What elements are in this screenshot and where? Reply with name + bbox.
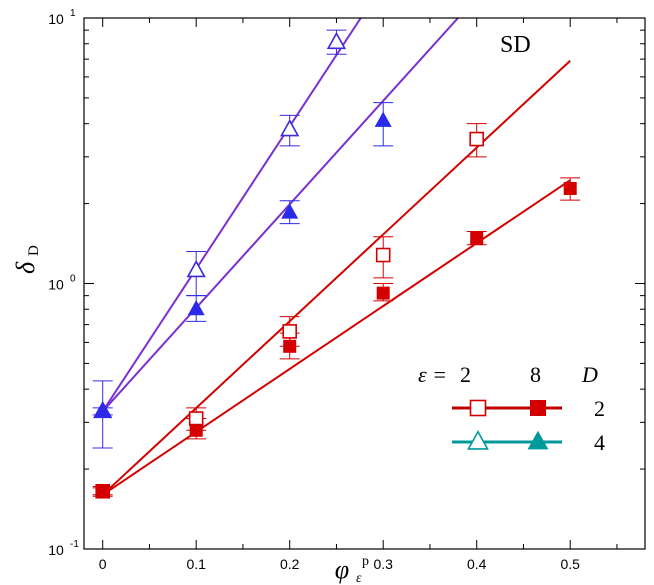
y-tick-label-base: 10: [48, 11, 64, 27]
fit-line-eps2-D4: [103, 18, 361, 411]
legend-marker-filled-D2: [531, 401, 546, 416]
error-bars: [93, 30, 581, 496]
legend-marker-open-D2: [471, 401, 486, 416]
legend-marker-open-D4: [468, 432, 487, 449]
y-axis-label-symbol: δ: [11, 261, 40, 274]
plot-frame: [84, 18, 645, 549]
fit-line-eps2-D2: [103, 61, 571, 495]
y-axis-label-subscript: D: [26, 245, 42, 256]
data-markers: [94, 33, 576, 497]
x-tick-label-4: 0.4: [467, 556, 487, 572]
axes: 0 0.1 0.2 0.3 0.4 0.5 10 -1 10 0 10 1: [48, 8, 645, 572]
marker-eps2-D2-3: [377, 249, 390, 262]
y-tick-label-exp: 0: [70, 274, 76, 285]
y-tick-label-2: 10 1: [48, 8, 76, 27]
marker-eps2-D4-1: [188, 262, 205, 277]
legend-epsilon-value-filled: 8: [530, 362, 541, 387]
x-axis-label-superscript: p: [362, 554, 369, 569]
x-axis-label-symbol: φ: [335, 555, 349, 584]
y-tick-label-exp: 1: [70, 8, 76, 19]
marker-eps8-D2-1: [190, 424, 202, 436]
marker-eps8-D4-3: [376, 113, 391, 127]
y-tick-label-exp: -1: [70, 539, 79, 550]
marker-eps8-D2-2: [284, 340, 296, 352]
marker-eps8-D2-5: [564, 182, 576, 194]
y-tick-label-1: 10 0: [48, 274, 76, 293]
x-tick-label-1: 0.1: [186, 556, 206, 572]
marker-eps2-D2-4: [470, 133, 483, 146]
legend-d-value-2: 2: [594, 396, 605, 421]
marker-eps2-D2-2: [283, 325, 296, 338]
x-tick-label-3: 0.3: [373, 556, 393, 572]
legend: ε = 2 8 D 2 4: [418, 362, 605, 455]
x-axis-label-subscript: ε: [356, 571, 362, 585]
x-tick-label-2: 0.2: [280, 556, 300, 572]
marker-eps8-D2-4: [471, 232, 483, 244]
marker-eps2-D2-1: [190, 412, 203, 425]
legend-d-value-4: 4: [594, 430, 605, 455]
marker-eps8-D2-3: [377, 287, 389, 299]
y-tick-label-base: 10: [48, 277, 64, 293]
marker-eps2-D4-2: [281, 121, 298, 136]
legend-epsilon-value-open: 2: [460, 362, 471, 387]
fit-line-eps8-D2: [103, 180, 571, 495]
y-tick-label-base: 10: [48, 542, 64, 558]
x-axis-label: φ ε p: [335, 554, 369, 585]
y-axis-label: δ D: [11, 245, 42, 274]
marker-eps2-D4-3: [328, 33, 345, 48]
fit-lines: [103, 18, 571, 495]
legend-d-label: D: [581, 362, 598, 387]
y-tick-label-0: 10 -1: [48, 539, 79, 558]
legend-marker-filled-D4: [528, 432, 547, 449]
x-tick-label-0: 0: [99, 556, 107, 572]
chart-annotation: SD: [500, 32, 531, 58]
legend-epsilon-label: ε =: [418, 362, 447, 387]
marker-eps8-D2-0: [97, 485, 109, 497]
x-tick-label-5: 0.5: [560, 556, 580, 572]
